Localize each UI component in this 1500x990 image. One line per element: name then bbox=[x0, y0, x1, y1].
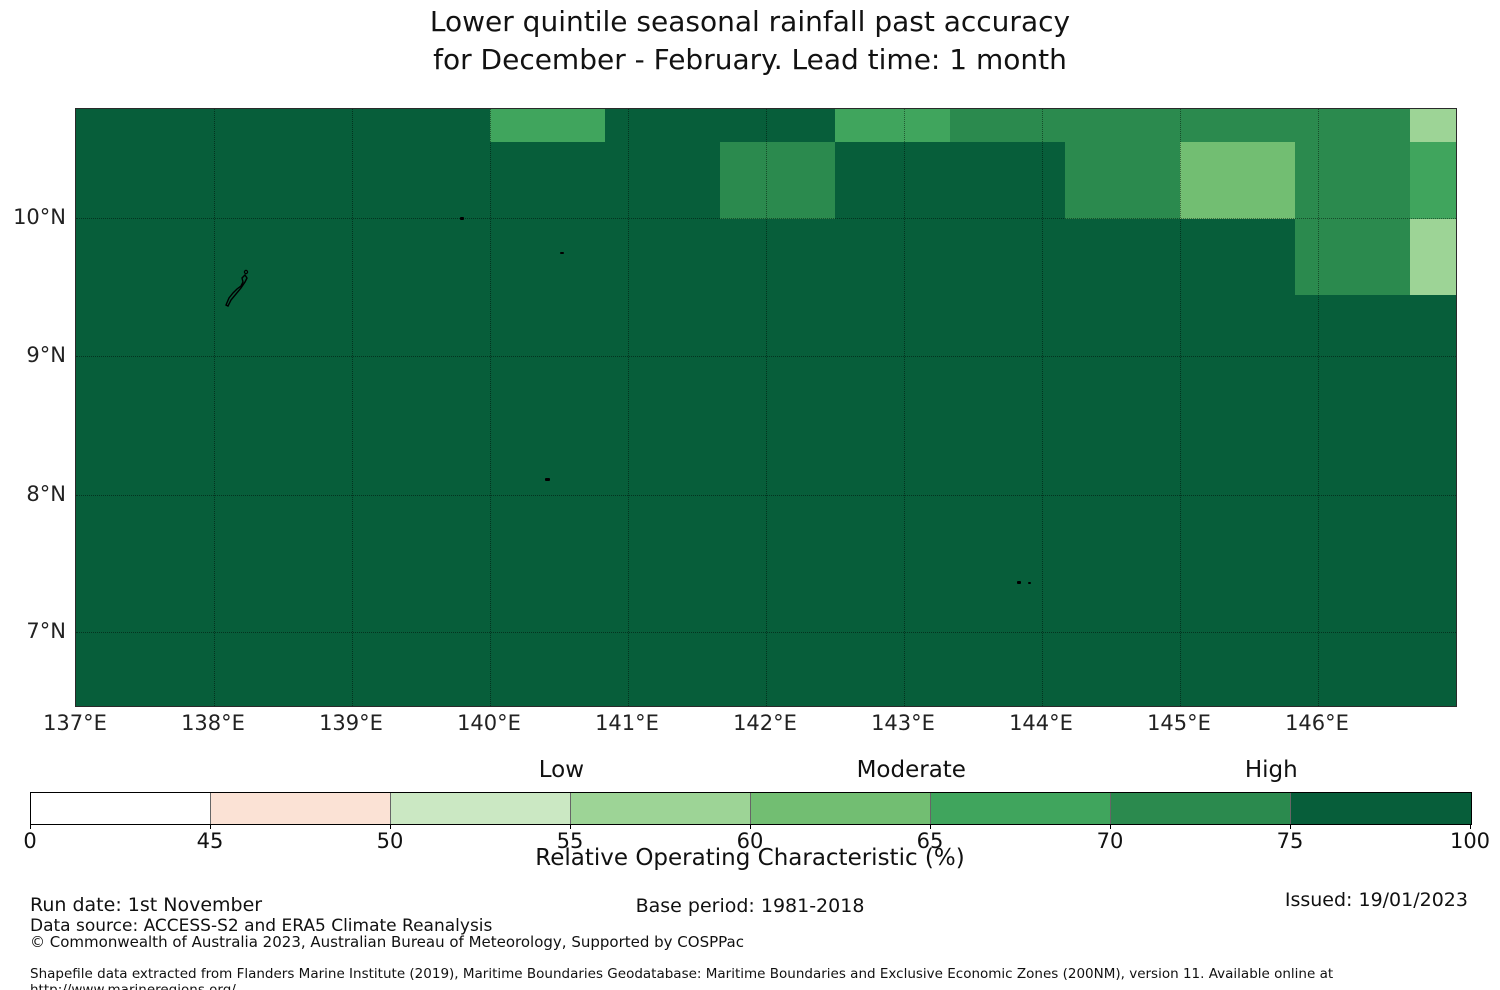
colorbar-segment-65-70 bbox=[931, 793, 1111, 824]
longitude-gridline bbox=[1318, 109, 1319, 706]
heatmap-cell bbox=[1294, 109, 1410, 142]
x-tick-label: 140°E bbox=[457, 711, 521, 735]
heatmap-cell bbox=[949, 109, 1065, 142]
colorbar-tick-label: 70 bbox=[1096, 829, 1124, 853]
colorbar-segment-0-45 bbox=[31, 793, 211, 824]
latitude-gridline bbox=[76, 495, 1456, 497]
x-tick-label: 146°E bbox=[1285, 711, 1349, 735]
ulithi-island bbox=[459, 217, 464, 221]
heatmap-cell bbox=[1294, 219, 1410, 295]
chart-title-line1: Lower quintile seasonal rainfall past ac… bbox=[429, 5, 1071, 38]
longitude-gridline bbox=[904, 109, 905, 706]
longitude-gridline bbox=[1042, 109, 1043, 706]
y-tick-label: 8°N bbox=[26, 482, 66, 507]
heatmap-cell bbox=[490, 109, 605, 142]
yap-island-outline-template bbox=[225, 270, 249, 308]
heatmap-cell bbox=[1410, 109, 1456, 142]
ifalik-island bbox=[1028, 581, 1032, 584]
base-period-text: Base period: 1981-2018 bbox=[635, 895, 865, 917]
colorbar-segment-70-75 bbox=[1111, 793, 1291, 824]
colorbar-tick-label: 0 bbox=[23, 829, 37, 853]
colorbar-tick-label: 100 bbox=[1449, 829, 1491, 853]
heatmap-cell bbox=[1294, 142, 1410, 219]
longitude-gridline bbox=[628, 109, 629, 706]
y-tick-label: 10°N bbox=[13, 205, 66, 229]
colorbar-segment-60-65 bbox=[751, 793, 931, 824]
data-source-text: Data source: ACCESS-S2 and ERA5 Climate … bbox=[30, 916, 493, 936]
graticule-layer bbox=[76, 109, 1456, 706]
y-tick-label: 9°N bbox=[26, 342, 66, 367]
run-date-text: Run date: 1st November bbox=[30, 894, 263, 916]
heatmap-cell bbox=[1180, 142, 1295, 219]
colorbar-segment-75-100 bbox=[1291, 793, 1471, 824]
y-tick-label: 7°N bbox=[26, 618, 66, 643]
colorbar-tick bbox=[1110, 824, 1111, 829]
x-tick-label: 145°E bbox=[1147, 711, 1211, 735]
longitude-gridline bbox=[766, 109, 767, 706]
heatmap-cell bbox=[835, 109, 950, 142]
sorol-island bbox=[545, 477, 551, 481]
colorbar-tick-label: 50 bbox=[376, 829, 404, 853]
colorbar-tick-label: 55 bbox=[556, 829, 584, 853]
heatmap-cells-layer bbox=[76, 109, 1456, 706]
heatmap-cell bbox=[1065, 109, 1181, 142]
longitude-gridline bbox=[214, 109, 215, 706]
islands-layer bbox=[76, 109, 1456, 706]
colorbar-tick-label: 60 bbox=[736, 829, 764, 853]
colorbar-tick bbox=[210, 824, 211, 829]
heatmap-cell bbox=[1065, 142, 1181, 219]
colorbar-segment-55-60 bbox=[571, 793, 751, 824]
x-tick-label: 138°E bbox=[181, 711, 245, 735]
x-tick-label: 144°E bbox=[1009, 711, 1073, 735]
colorbar-tick-label: 75 bbox=[1276, 829, 1304, 853]
x-tick-label: 143°E bbox=[871, 711, 935, 735]
colorbar-tick bbox=[750, 824, 751, 829]
colorbar-category-label: Moderate bbox=[856, 757, 966, 783]
colorbar-tick bbox=[930, 824, 931, 829]
colorbar-tick-label: 65 bbox=[916, 829, 944, 853]
shapefile-attribution-text: Shapefile data extracted from Flanders M… bbox=[30, 966, 1334, 990]
longitude-gridline bbox=[352, 109, 353, 706]
yap-island-outline bbox=[219, 267, 255, 308]
colorbar-tick bbox=[390, 824, 391, 829]
copyright-text: © Commonwealth of Australia 2023, Austra… bbox=[30, 933, 744, 951]
colorbar-tick bbox=[1470, 824, 1471, 829]
x-tick-label: 139°E bbox=[319, 711, 383, 735]
heatmap-cell bbox=[1180, 109, 1295, 142]
fais-island bbox=[560, 252, 565, 255]
colorbar-axis-title: Relative Operating Characteristic (%) bbox=[535, 845, 965, 871]
heatmap-cell bbox=[1410, 142, 1456, 219]
issued-date-text: Issued: 19/01/2023 bbox=[1284, 889, 1468, 911]
colorbar-tick-label: 45 bbox=[196, 829, 224, 853]
colorbar bbox=[30, 792, 1472, 825]
latitude-gridline bbox=[76, 218, 1456, 219]
longitude-gridline bbox=[1180, 109, 1181, 706]
latitude-gridline bbox=[76, 355, 1456, 357]
x-tick-label: 142°E bbox=[733, 711, 797, 735]
longitude-gridline bbox=[490, 109, 491, 706]
map-panel bbox=[75, 108, 1457, 707]
colorbar-category-label: Low bbox=[538, 757, 585, 783]
colorbar-tick bbox=[570, 824, 571, 829]
latitude-gridline bbox=[76, 631, 1456, 633]
colorbar-tick bbox=[30, 824, 31, 829]
chart-title-line2: for December - February. Lead time: 1 mo… bbox=[433, 43, 1067, 76]
heatmap-cell bbox=[1410, 219, 1456, 295]
colorbar-segment-50-55 bbox=[391, 793, 571, 824]
x-tick-label: 141°E bbox=[595, 711, 659, 735]
x-tick-label: 137°E bbox=[43, 711, 107, 735]
woleai-island bbox=[1017, 581, 1022, 585]
colorbar-segment-45-50 bbox=[211, 793, 391, 824]
colorbar-category-label: High bbox=[1244, 757, 1298, 783]
heatmap-cell bbox=[720, 142, 836, 219]
colorbar-tick bbox=[1290, 824, 1291, 829]
